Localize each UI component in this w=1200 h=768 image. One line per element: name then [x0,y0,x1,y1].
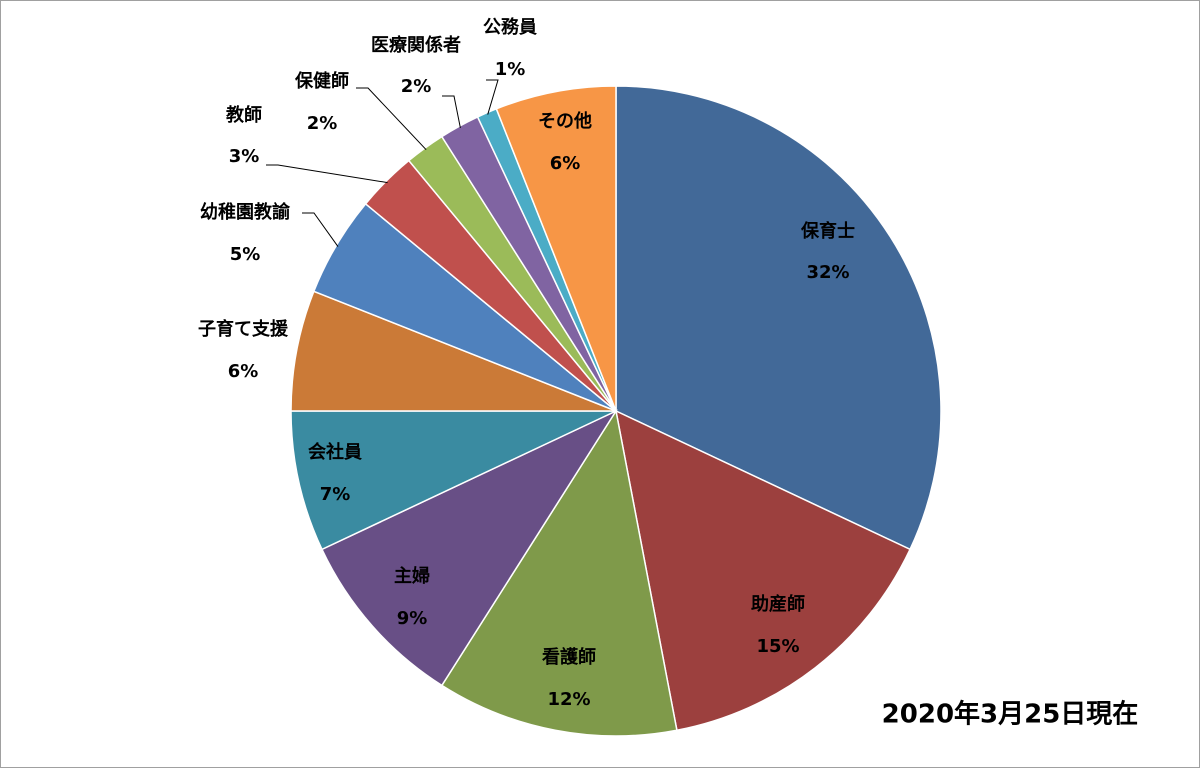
leader-line [442,95,461,129]
pie-slice [440,408,678,737]
value-label: 1% [495,59,526,80]
leader-line [302,212,339,247]
pie-slice [614,409,912,732]
slice-label: 教師 [226,104,262,126]
pie-slice [320,409,619,687]
value-label: 5% [230,244,261,265]
value-label: 9% [397,608,428,629]
pie-slice [290,290,617,412]
leader-line [356,87,427,151]
slice-label: 子育て支援 [198,318,289,340]
value-label: 15% [756,636,799,657]
annotation: 2020年3月25日現在 [882,699,1139,730]
value-label: 3% [229,146,260,167]
slice-label: 看護師 [541,646,596,668]
slice-label: 主婦 [394,565,430,587]
pie-slice [495,85,617,412]
value-label: 6% [228,361,259,382]
slice-label: 保健師 [294,70,349,92]
pie-slice [290,410,617,551]
slice-label: 会社員 [308,441,362,463]
leader-line [486,79,499,115]
value-label: 12% [547,689,590,710]
value-label: 7% [320,484,351,505]
value-label: 2% [401,76,432,97]
slice-label: 助産師 [751,593,805,615]
slice-label: 公務員 [483,16,537,38]
slice-label: 幼稚園教諭 [200,201,291,223]
leader-line [266,164,388,184]
value-label: 32% [806,262,849,283]
value-label: 2% [307,113,338,134]
pie-slice [615,85,942,551]
slice-label: その他 [538,110,592,132]
slice-label: 医療関係者 [371,34,461,56]
slice-label: 保育士 [800,220,855,242]
value-label: 6% [550,153,581,174]
